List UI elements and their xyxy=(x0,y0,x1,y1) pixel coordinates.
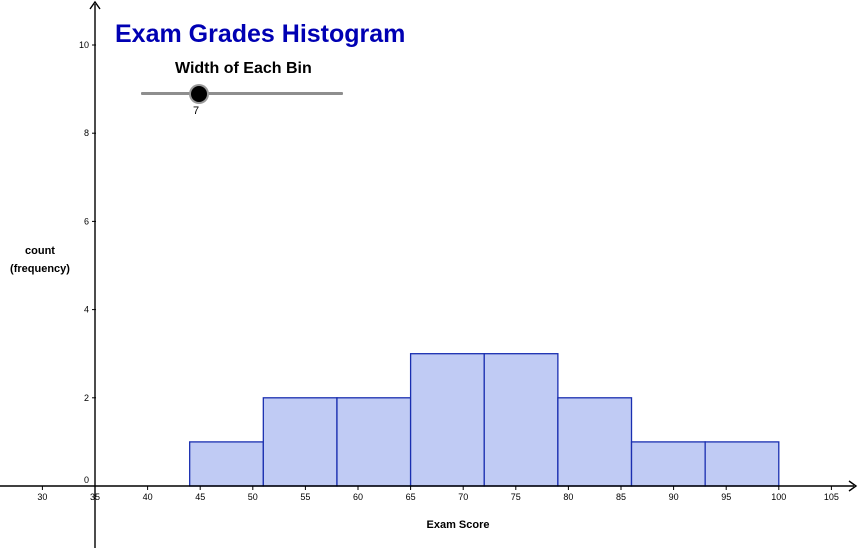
x-tick-label: 70 xyxy=(458,492,468,502)
x-tick-label: 65 xyxy=(406,492,416,502)
ticks-layer: 30 35 40 45 50 55 60 65 70 75 80 85 90 95 100 105 0 2 4 6 8 1… xyxy=(37,40,839,502)
x-tick-label: 50 xyxy=(248,492,258,502)
x-tick-label: 40 xyxy=(143,492,153,502)
y-tick-label: 10 xyxy=(79,40,89,50)
histogram-bar xyxy=(409,353,485,487)
chart-title: Exam Grades Histogram xyxy=(115,20,406,48)
x-tick-label: 100 xyxy=(771,492,786,502)
histogram-bar xyxy=(704,441,780,487)
x-tick-label: 75 xyxy=(511,492,521,502)
x-tick-label: 60 xyxy=(353,492,363,502)
x-tick-label: 85 xyxy=(616,492,626,502)
bars-layer xyxy=(189,353,780,487)
histogram-bar xyxy=(189,441,264,487)
x-axis-arrow-icon xyxy=(848,480,858,492)
x-tick-label: 105 xyxy=(824,492,839,502)
x-tick-label: 95 xyxy=(721,492,731,502)
x-tick-label: 30 xyxy=(37,492,47,502)
bin-width-slider-track[interactable] xyxy=(141,92,343,95)
bin-width-slider-value: 7 xyxy=(193,105,200,117)
y-tick-label: 8 xyxy=(84,128,89,138)
histogram-bar xyxy=(336,397,412,487)
y-tick-label: 0 xyxy=(84,475,89,485)
y-axis-label-line2: (frequency) xyxy=(10,263,70,275)
y-tick-label: 6 xyxy=(84,216,89,226)
histogram-bar xyxy=(630,441,706,487)
x-tick-label: 35 xyxy=(90,492,100,502)
x-tick-label: 55 xyxy=(300,492,310,502)
histogram-bar xyxy=(262,397,338,487)
y-tick-label: 2 xyxy=(84,393,89,403)
histogram-bar xyxy=(557,397,633,487)
y-axis-arrow-icon xyxy=(89,0,101,10)
x-axis-label: Exam Score xyxy=(426,519,490,531)
bin-width-slider-knob[interactable] xyxy=(191,86,207,102)
histogram-bar xyxy=(483,353,559,487)
bin-width-slider-label: Width of Each Bin xyxy=(175,60,312,77)
x-tick-label: 45 xyxy=(195,492,205,502)
y-tick-label: 4 xyxy=(84,305,89,315)
x-tick-label: 90 xyxy=(669,492,679,502)
y-axis-label: count (frequency) xyxy=(0,242,80,278)
y-axis-label-line1: count xyxy=(25,245,55,257)
x-tick-label: 80 xyxy=(563,492,573,502)
